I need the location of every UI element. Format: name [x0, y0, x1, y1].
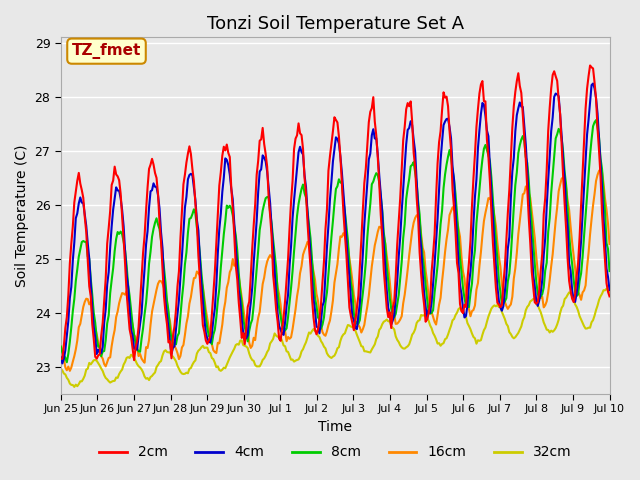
- 16cm: [596, 166, 604, 172]
- 4cm: [212, 282, 220, 288]
- Text: TZ_fmet: TZ_fmet: [72, 43, 141, 59]
- 2cm: [131, 357, 138, 363]
- 4cm: [57, 354, 65, 360]
- 2cm: [605, 293, 613, 299]
- 8cm: [605, 268, 613, 274]
- 4cm: [425, 307, 433, 312]
- 2cm: [138, 274, 145, 280]
- 16cm: [504, 306, 512, 312]
- 32cm: [425, 318, 433, 324]
- 2cm: [97, 333, 105, 338]
- Line: 8cm: 8cm: [61, 120, 609, 362]
- 2cm: [504, 210, 512, 216]
- 8cm: [504, 278, 512, 284]
- 4cm: [99, 344, 106, 350]
- Line: 4cm: 4cm: [61, 84, 609, 363]
- 32cm: [138, 367, 145, 372]
- X-axis label: Time: Time: [318, 420, 352, 433]
- Legend: 2cm, 4cm, 8cm, 16cm, 32cm: 2cm, 4cm, 8cm, 16cm, 32cm: [93, 440, 577, 465]
- 8cm: [57, 344, 65, 349]
- Y-axis label: Soil Temperature (C): Soil Temperature (C): [15, 144, 29, 287]
- 16cm: [212, 350, 220, 356]
- 2cm: [212, 241, 220, 247]
- 4cm: [138, 311, 145, 316]
- 16cm: [57, 340, 65, 346]
- 32cm: [57, 366, 65, 372]
- 16cm: [99, 356, 106, 361]
- 4cm: [589, 81, 597, 86]
- 8cm: [592, 117, 600, 123]
- 4cm: [88, 305, 96, 311]
- 32cm: [212, 364, 220, 370]
- 32cm: [88, 360, 96, 365]
- 16cm: [605, 241, 613, 247]
- 32cm: [605, 289, 613, 295]
- 8cm: [425, 309, 433, 315]
- Line: 2cm: 2cm: [61, 65, 609, 360]
- 32cm: [504, 323, 512, 329]
- 32cm: [603, 286, 611, 292]
- 8cm: [63, 360, 70, 365]
- Line: 32cm: 32cm: [61, 289, 609, 387]
- 8cm: [138, 336, 145, 341]
- 8cm: [99, 348, 106, 354]
- 16cm: [425, 293, 433, 299]
- Line: 16cm: 16cm: [61, 169, 609, 371]
- 16cm: [66, 368, 74, 374]
- 2cm: [87, 294, 95, 300]
- 4cm: [504, 246, 512, 252]
- 2cm: [425, 311, 433, 316]
- Title: Tonzi Soil Temperature Set A: Tonzi Soil Temperature Set A: [207, 15, 464, 33]
- 32cm: [70, 384, 78, 390]
- 2cm: [586, 62, 594, 68]
- 8cm: [212, 314, 220, 320]
- 2cm: [57, 356, 65, 362]
- 4cm: [605, 287, 613, 293]
- 4cm: [58, 360, 66, 366]
- 32cm: [99, 368, 106, 374]
- 16cm: [88, 311, 96, 316]
- 8cm: [88, 292, 96, 298]
- 16cm: [138, 356, 145, 361]
